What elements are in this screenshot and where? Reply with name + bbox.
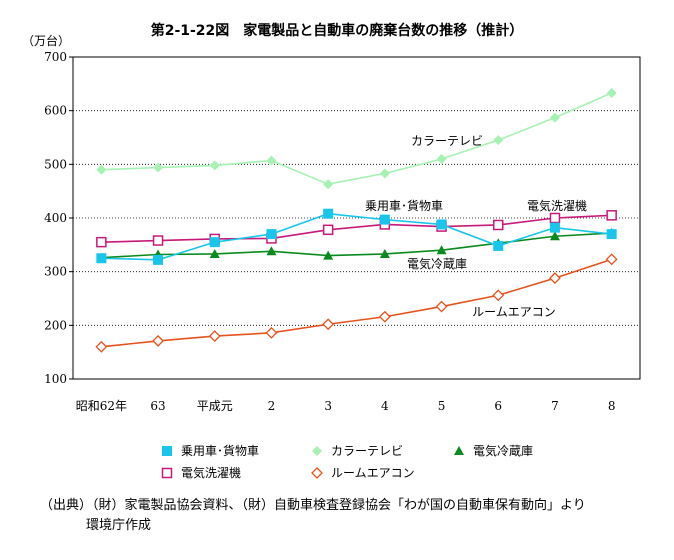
- legend-label: 電気冷蔵庫: [473, 443, 533, 458]
- legend-item: ルームエアコン: [311, 466, 415, 480]
- data-point: [323, 250, 334, 260]
- y-tick-label: 700: [44, 50, 67, 64]
- legend-marker: [161, 467, 173, 479]
- x-tick-label: 7: [551, 399, 559, 413]
- series-annotation: ルームエアコン: [472, 305, 556, 319]
- data-point: [96, 164, 107, 175]
- legend-marker: [312, 446, 322, 456]
- series-line: [101, 92, 612, 186]
- data-point: [322, 318, 335, 331]
- legend-item: 電気洗濯機: [161, 465, 241, 480]
- legend-label: ルームエアコン: [331, 466, 415, 480]
- x-tick-label: 5: [438, 399, 446, 413]
- data-point: [95, 340, 108, 353]
- data-point: [549, 212, 561, 224]
- data-point: [379, 168, 390, 179]
- x-tick-label: 8: [608, 399, 616, 413]
- y-axis-unit-label: （万台）: [22, 34, 71, 48]
- data-point: [379, 248, 390, 258]
- data-point: [606, 87, 617, 98]
- series-4: [95, 253, 618, 353]
- legend-item: カラーテレビ: [312, 444, 403, 458]
- data-point: [152, 235, 164, 246]
- data-point: [323, 179, 334, 190]
- legend-label: カラーテレビ: [331, 444, 403, 458]
- y-tick-label: 300: [44, 265, 67, 279]
- data-point: [266, 155, 277, 166]
- x-tick-label: 昭和62年: [76, 399, 127, 413]
- series-line: [101, 212, 612, 261]
- data-point: [209, 237, 220, 248]
- series-annotation: カラーテレビ: [411, 134, 483, 148]
- data-point: [153, 162, 164, 173]
- data-point: [266, 246, 277, 256]
- data-point: [606, 229, 617, 240]
- data-point: [493, 240, 504, 251]
- series-line: [101, 232, 612, 259]
- x-tick-label: 平成元: [197, 399, 233, 413]
- y-tick-label: 100: [44, 372, 67, 386]
- data-point: [209, 248, 220, 258]
- legend-marker: [162, 446, 172, 456]
- y-tick-label: 600: [44, 104, 67, 118]
- source-note-line2: 環境庁作成: [86, 518, 152, 533]
- series-0: [96, 208, 617, 265]
- legend-item: 電気冷蔵庫: [454, 443, 533, 458]
- x-tick-label: 6: [494, 399, 502, 413]
- data-point: [492, 289, 505, 302]
- data-point: [435, 300, 448, 313]
- data-point: [493, 135, 504, 146]
- data-point: [436, 245, 447, 255]
- x-tick-label: 4: [381, 399, 389, 413]
- series-annotation: 電気冷蔵庫: [407, 256, 467, 271]
- legend-marker: [454, 446, 464, 455]
- series-annotation: 乗用車･貨物車: [365, 198, 443, 213]
- data-point: [323, 208, 334, 219]
- data-point: [549, 112, 560, 123]
- data-point: [152, 334, 164, 347]
- x-tick-label: 63: [150, 399, 165, 413]
- series-annotation: 電気洗濯機: [527, 198, 587, 213]
- legend-item: 乗用車･貨物車: [162, 443, 259, 458]
- chart-title: 第2-1-22図 家電製品と自動車の廃棄台数の推移（推計）: [150, 23, 524, 39]
- y-tick-label: 500: [44, 157, 67, 171]
- data-point: [606, 210, 617, 221]
- series-line: [101, 214, 612, 243]
- legend-label: 乗用車･貨物車: [181, 443, 259, 458]
- data-point: [265, 326, 278, 339]
- data-point: [436, 219, 447, 230]
- series-1: [96, 87, 617, 190]
- data-point: [96, 253, 107, 264]
- data-point: [209, 160, 220, 171]
- data-point: [493, 219, 504, 231]
- data-point: [322, 224, 334, 236]
- y-tick-label: 400: [44, 211, 67, 225]
- source-note-line1: （出典）（財）家電製品協会資料、（財）自動車検査登録協会「わが国の自動車保有動向…: [40, 498, 586, 513]
- data-point: [379, 214, 390, 225]
- data-point: [549, 222, 560, 233]
- line-chart: 100 200 300 400 500 600 700 昭和62年 63 平成元 2 3 4 5 6 7 8 カラ…: [44, 50, 641, 480]
- data-point: [605, 253, 618, 266]
- data-point: [436, 153, 447, 164]
- source-note: （出典）（財）家電製品協会資料、（財）自動車検査登録協会「わが国の自動車保有動向…: [40, 496, 640, 536]
- data-point: [153, 254, 164, 265]
- data-point: [378, 310, 391, 323]
- series-line: [101, 258, 612, 348]
- data-point: [96, 236, 107, 248]
- y-tick-label: 200: [44, 318, 67, 332]
- x-tick-label: 3: [324, 399, 332, 413]
- data-point: [549, 272, 561, 285]
- legend-marker: [311, 467, 323, 479]
- x-tick-label: 2: [268, 399, 276, 413]
- data-point: [208, 330, 221, 342]
- data-point: [549, 231, 560, 241]
- legend-label: 電気洗濯機: [181, 465, 241, 480]
- data-point: [266, 229, 277, 240]
